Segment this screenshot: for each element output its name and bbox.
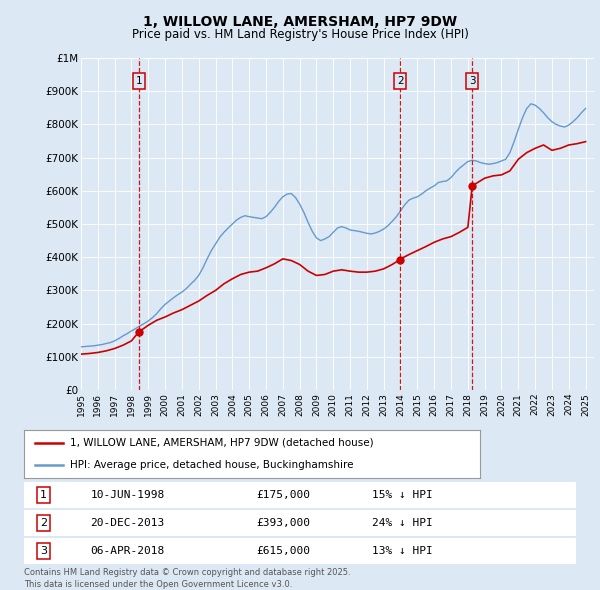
Text: HPI: Average price, detached house, Buckinghamshire: HPI: Average price, detached house, Buck…	[70, 460, 353, 470]
Text: £615,000: £615,000	[256, 546, 310, 556]
Text: 1: 1	[136, 76, 142, 86]
Text: 3: 3	[40, 546, 47, 556]
Text: 20-DEC-2013: 20-DEC-2013	[90, 518, 164, 528]
Text: 1, WILLOW LANE, AMERSHAM, HP7 9DW: 1, WILLOW LANE, AMERSHAM, HP7 9DW	[143, 15, 457, 29]
Text: 24% ↓ HPI: 24% ↓ HPI	[372, 518, 433, 528]
Text: 06-APR-2018: 06-APR-2018	[90, 546, 164, 556]
Text: £175,000: £175,000	[256, 490, 310, 500]
Text: 3: 3	[469, 76, 476, 86]
Text: 1: 1	[40, 490, 47, 500]
Text: Price paid vs. HM Land Registry's House Price Index (HPI): Price paid vs. HM Land Registry's House …	[131, 28, 469, 41]
Text: 15% ↓ HPI: 15% ↓ HPI	[372, 490, 433, 500]
Text: Contains HM Land Registry data © Crown copyright and database right 2025.
This d: Contains HM Land Registry data © Crown c…	[24, 568, 350, 589]
Text: 10-JUN-1998: 10-JUN-1998	[90, 490, 164, 500]
Text: 2: 2	[40, 518, 47, 528]
Text: 13% ↓ HPI: 13% ↓ HPI	[372, 546, 433, 556]
Text: £393,000: £393,000	[256, 518, 310, 528]
Text: 1, WILLOW LANE, AMERSHAM, HP7 9DW (detached house): 1, WILLOW LANE, AMERSHAM, HP7 9DW (detac…	[70, 438, 373, 448]
Text: 2: 2	[397, 76, 403, 86]
